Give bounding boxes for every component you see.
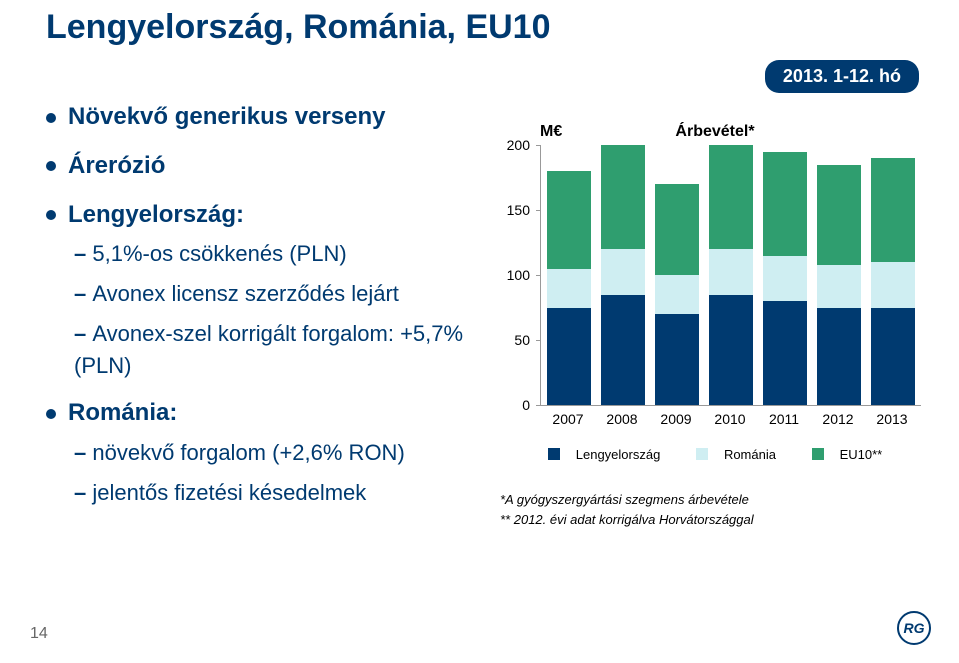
chart-footnotes: *A gyógyszergyártási szegmens árbevétele…	[500, 490, 754, 529]
chart-bar-segment	[601, 249, 645, 295]
bullet-text: Árerózió	[68, 152, 165, 179]
chart-bar-segment	[709, 145, 753, 249]
chart-y-tick-label: 150	[500, 202, 530, 218]
chart-bar-segment	[871, 308, 915, 406]
legend-swatch-icon	[696, 448, 708, 460]
chart-bar-segment	[655, 314, 699, 405]
legend-label: Lengyelország	[576, 447, 661, 462]
bullet-text: Románia:	[68, 399, 177, 426]
chart-bar-segment	[547, 269, 591, 308]
page-title: Lengyelország, Románia, EU10	[46, 8, 551, 47]
bullet-dot-icon	[46, 113, 56, 123]
chart-x-tick-label: 2012	[816, 411, 860, 427]
bullet-sub-item: növekvő forgalom (+2,6% RON)	[74, 437, 476, 469]
chart-bar-segment	[817, 308, 861, 406]
chart-bar-segment	[655, 275, 699, 314]
chart-x-tick-label: 2011	[762, 411, 806, 427]
bullet-text: Lengyelország:	[68, 201, 244, 228]
bullet-item: Lengyelország: 5,1%-os csökkenés (PLN) A…	[46, 198, 476, 382]
chart-y-tick-label: 50	[500, 332, 530, 348]
legend-swatch-icon	[548, 448, 560, 460]
chart-title: Árbevétel*	[500, 123, 930, 141]
bullet-dot-icon	[46, 210, 56, 220]
footnote-line: ** 2012. évi adat korrigálva Horvátorszá…	[500, 510, 754, 530]
legend-label: EU10**	[840, 447, 883, 462]
chart-bar-segment	[871, 158, 915, 262]
chart-x-tick-label: 2008	[600, 411, 644, 427]
chart-y-tick-label: 200	[500, 137, 530, 153]
legend-swatch-icon	[812, 448, 824, 460]
footnote-line: *A gyógyszergyártási szegmens árbevétele	[500, 490, 754, 510]
bullet-list: Növekvő generikus verseny Árerózió Lengy…	[46, 100, 476, 523]
chart-x-tick-label: 2013	[870, 411, 914, 427]
bullet-item: Románia: növekvő forgalom (+2,6% RON) je…	[46, 396, 476, 509]
bullet-sub-item: Avonex-szel korrigált forgalom: +5,7% (P…	[74, 318, 476, 382]
chart-bar-segment	[817, 165, 861, 265]
chart-bar-segment	[763, 256, 807, 302]
chart-legend: Lengyelország Románia EU10**	[500, 445, 930, 462]
bullet-item: Árerózió	[46, 149, 476, 184]
chart-x-tick-label: 2010	[708, 411, 752, 427]
chart-x-tick-label: 2007	[546, 411, 590, 427]
chart-bar-segment	[817, 265, 861, 308]
chart-y-tick-label: 100	[500, 267, 530, 283]
chart-bar-segment	[709, 295, 753, 406]
bullet-sub-item: jelentős fizetési késedelmek	[74, 477, 476, 509]
bullet-dot-icon	[46, 409, 56, 419]
chart-bar	[763, 152, 807, 406]
bullet-dot-icon	[46, 161, 56, 171]
chart-bar-segment	[709, 249, 753, 295]
chart-bar	[709, 145, 753, 405]
chart-bar	[601, 145, 645, 405]
chart-x-tick-label: 2009	[654, 411, 698, 427]
chart-bar	[817, 165, 861, 406]
revenue-chart: M€ Árbevétel* 05010015020020072008200920…	[500, 145, 930, 465]
bullet-item: Növekvő generikus verseny	[46, 100, 476, 135]
bullet-text: Növekvő generikus verseny	[68, 103, 386, 130]
bullet-sub-item: Avonex licensz szerződés lejárt	[74, 278, 476, 310]
legend-item: Lengyelország	[540, 446, 669, 462]
bullet-sub-item: 5,1%-os csökkenés (PLN)	[74, 238, 476, 270]
chart-bar	[655, 184, 699, 405]
legend-label: Románia	[724, 447, 776, 462]
chart-plot-area	[540, 145, 921, 406]
chart-bar-segment	[547, 308, 591, 406]
period-badge: 2013. 1-12. hó	[765, 60, 919, 93]
chart-bar-segment	[547, 171, 591, 269]
legend-item: Románia	[688, 446, 784, 462]
chart-bar-segment	[655, 184, 699, 275]
chart-bar-segment	[763, 152, 807, 256]
chart-bar-segment	[763, 301, 807, 405]
chart-bar-segment	[601, 145, 645, 249]
chart-bar	[547, 171, 591, 405]
chart-bar-segment	[871, 262, 915, 308]
chart-bar	[871, 158, 915, 405]
brand-logo-icon: RG	[897, 611, 931, 645]
chart-bar-segment	[601, 295, 645, 406]
page-number: 14	[30, 625, 48, 643]
chart-y-tick-label: 0	[500, 397, 530, 413]
legend-item: EU10**	[804, 446, 891, 462]
